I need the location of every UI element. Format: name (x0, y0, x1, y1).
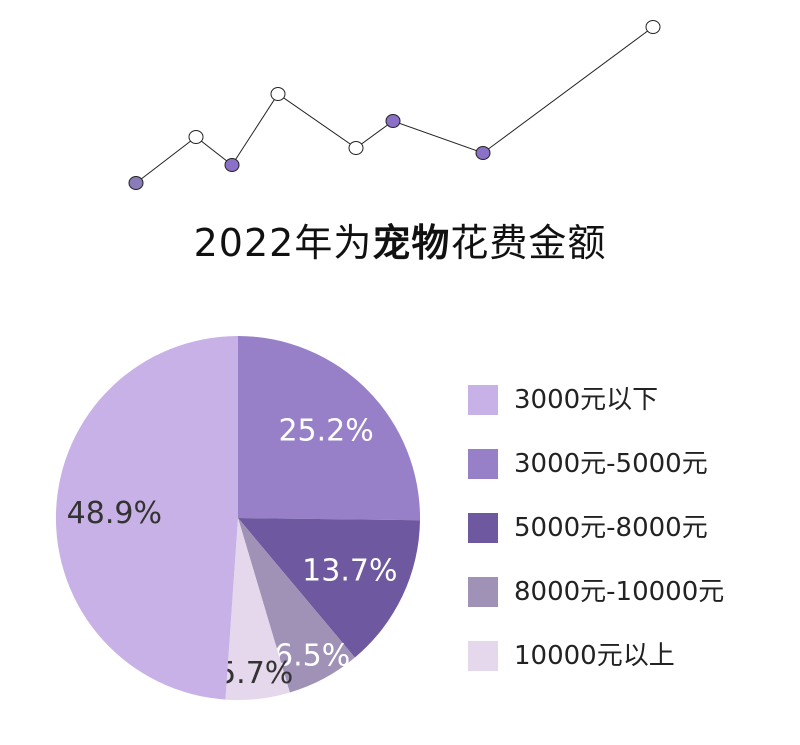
pie-slice (238, 518, 420, 658)
decorative-dot (385, 114, 401, 128)
legend-item: 3000元以下 (468, 385, 768, 415)
legend-item: 10000元以上 (468, 641, 768, 671)
pie-slice (238, 336, 421, 521)
pie-slice (238, 518, 355, 693)
pie-chart: 25.2% 13.7% 6.5%5.7% 48.9% (55, 335, 421, 701)
pie-slice-label: 13.7% (302, 554, 397, 589)
legend-label: 3000元以下 (514, 385, 659, 415)
decorative-dot (475, 146, 491, 160)
decorative-dot (270, 87, 286, 101)
pie-slice (55, 335, 238, 700)
decorative-line (135, 26, 654, 184)
decorative-line-graph (128, 20, 661, 190)
legend-label: 5000元-8000元 (514, 513, 708, 543)
legend-swatch (468, 385, 498, 415)
legend-item: 5000元-8000元 (468, 513, 768, 543)
chart-title: 2022年为宠物花费金额 (0, 212, 800, 267)
legend-swatch (468, 449, 498, 479)
decorative-dot (128, 176, 144, 190)
decorative-dot (645, 20, 661, 34)
legend-label: 10000元以上 (514, 641, 675, 671)
legend-swatch (468, 577, 498, 607)
legend-swatch (468, 641, 498, 671)
title-suffix: 花费金额 (450, 221, 607, 265)
pie-slice-label: 48.9% (67, 496, 162, 531)
pie-slice-label: 6.5% (274, 638, 350, 673)
pie-slice (225, 518, 290, 701)
legend-item: 3000元-5000元 (468, 449, 768, 479)
decorative-dot (348, 141, 364, 155)
legend-label: 3000元-5000元 (514, 449, 708, 479)
decorative-dot (188, 130, 204, 144)
title-bold: 宠物 (372, 221, 451, 265)
legend-item: 8000元-10000元 (468, 577, 768, 607)
pie-slice-label: 25.2% (278, 414, 373, 449)
legend-label: 8000元-10000元 (514, 577, 725, 607)
title-prefix: 2022年为 (193, 221, 373, 265)
decorative-dot (224, 158, 240, 172)
pie-slice-label: 5.7% (217, 656, 293, 691)
legend-swatch (468, 513, 498, 543)
